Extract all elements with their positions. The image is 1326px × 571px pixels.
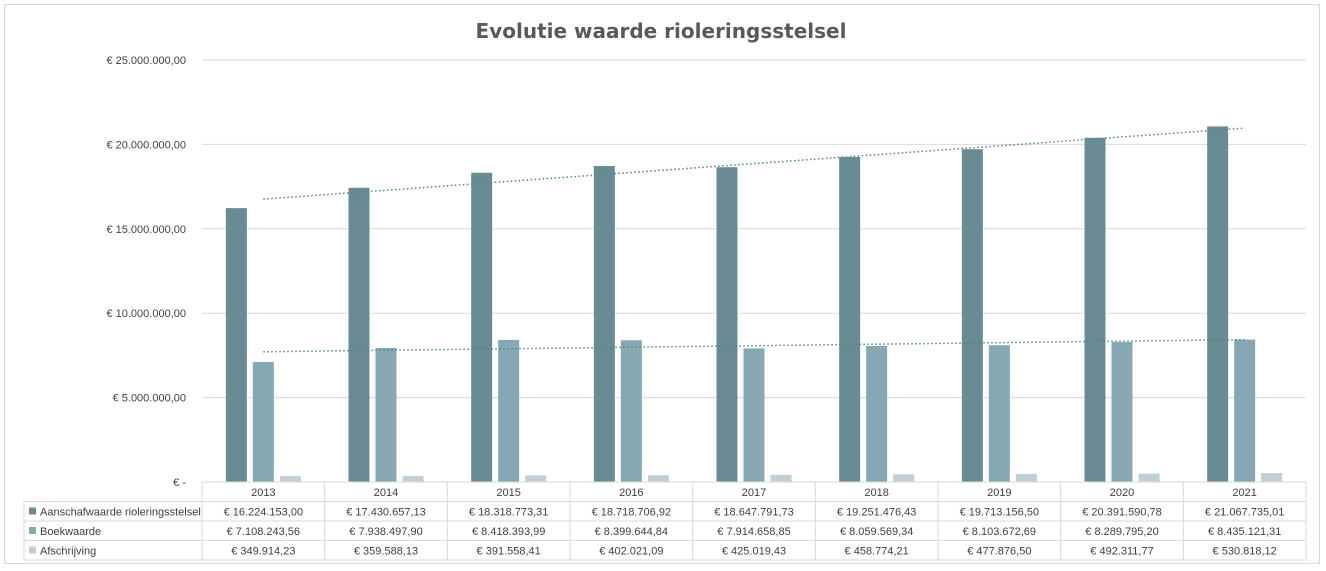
bar-boekwaarde	[988, 345, 1010, 482]
data-label: € 21.067.735,01	[1205, 507, 1285, 519]
bar-afschrijving	[893, 474, 915, 482]
bar-boekwaarde	[743, 348, 765, 482]
bar-boekwaarde	[498, 339, 520, 482]
bar-aanschafwaarde-rioleringsstelsel	[1084, 137, 1106, 482]
data-label: € 7.938.497,90	[349, 526, 422, 538]
bar-afschrijving	[770, 474, 792, 482]
bar-aanschafwaarde-rioleringsstelsel	[593, 166, 615, 482]
data-label: € 391.558,41	[477, 546, 541, 558]
data-label: € 349.914,23	[231, 546, 295, 558]
data-label: € 8.418.393,99	[472, 526, 545, 538]
bar-afschrijving	[525, 475, 547, 482]
bar-aanschafwaarde-rioleringsstelsel	[839, 157, 861, 482]
bar-aanschafwaarde-rioleringsstelsel	[225, 208, 247, 482]
x-tick-label: 2021	[1232, 487, 1256, 499]
x-tick-label: 2013	[251, 487, 275, 499]
bar-afschrijving	[1138, 473, 1160, 482]
data-label: € 477.876,50	[967, 546, 1031, 558]
data-label: € 359.588,13	[354, 546, 418, 558]
legend-swatch	[29, 546, 36, 554]
y-tick-label: € 5.000.000,00	[113, 393, 186, 405]
x-tick-label: 2019	[987, 487, 1011, 499]
x-tick-label: 2018	[864, 487, 888, 499]
x-tick-label: 2015	[496, 487, 520, 499]
bar-afschrijving	[1261, 473, 1283, 482]
data-label: € 17.430.657,13	[346, 507, 426, 519]
y-tick-label: € 25.000.000,00	[106, 55, 186, 67]
bar-afschrijving	[279, 476, 301, 482]
data-label: € 20.391.590,78	[1082, 507, 1162, 519]
bar-aanschafwaarde-rioleringsstelsel	[348, 187, 370, 482]
data-label: € 425.019,43	[722, 546, 786, 558]
data-label: € 530.818,12	[1213, 546, 1277, 558]
y-tick-label: € 20.000.000,00	[106, 139, 186, 151]
y-tick-label: € 15.000.000,00	[106, 224, 186, 236]
legend-label: Boekwaarde	[40, 526, 101, 538]
bar-boekwaarde	[375, 347, 397, 482]
data-label: € 19.713.156,50	[960, 507, 1040, 519]
bar-boekwaarde	[620, 340, 642, 482]
y-tick-label: € -	[173, 477, 186, 489]
legend-swatch	[29, 527, 36, 534]
legend-label: Aanschafwaarde rioleringsstelsel	[40, 507, 201, 519]
data-label: € 8.103.672,69	[963, 526, 1036, 538]
data-label: € 8.399.644,84	[595, 526, 668, 538]
data-label: € 8.289.795,20	[1085, 526, 1158, 538]
data-label: € 8.059.569,34	[840, 526, 913, 538]
y-tick-label: € 10.000.000,00	[106, 308, 186, 320]
data-label: € 18.718.706,92	[592, 507, 672, 519]
data-label: € 16.224.153,00	[224, 507, 304, 519]
legend-label: Afschrijving	[40, 546, 96, 558]
legend-swatch	[29, 507, 36, 515]
data-label: € 7.108.243,56	[227, 526, 300, 538]
bar-aanschafwaarde-rioleringsstelsel	[1207, 126, 1229, 482]
data-label: € 18.318.773,31	[469, 507, 549, 519]
bar-afschrijving	[647, 475, 669, 482]
data-label: € 458.774,21	[845, 546, 909, 558]
data-label: € 492.311,77	[1090, 546, 1153, 558]
x-tick-label: 2014	[374, 487, 398, 499]
bar-boekwaarde	[866, 345, 888, 482]
data-label: € 19.251.476,43	[837, 507, 917, 519]
x-tick-label: 2017	[742, 487, 766, 499]
x-tick-label: 2016	[619, 487, 643, 499]
data-label: € 7.914.658,85	[717, 526, 790, 538]
bar-aanschafwaarde-rioleringsstelsel	[961, 149, 983, 482]
bar-boekwaarde	[1234, 339, 1256, 482]
bar-boekwaarde	[1111, 342, 1133, 482]
bar-afschrijving	[402, 475, 424, 482]
bar-aanschafwaarde-rioleringsstelsel	[716, 167, 738, 482]
bar-aanschafwaarde-rioleringsstelsel	[471, 172, 493, 482]
data-label: € 18.647.791,73	[714, 507, 794, 519]
bar-boekwaarde	[252, 362, 274, 482]
bar-afschrijving	[1015, 473, 1037, 482]
x-tick-label: 2020	[1110, 487, 1134, 499]
chart-title: Evolutie waarde rioleringsstelsel	[476, 19, 847, 43]
data-label: € 402.021,09	[599, 546, 663, 558]
data-label: € 8.435.121,31	[1208, 526, 1281, 538]
